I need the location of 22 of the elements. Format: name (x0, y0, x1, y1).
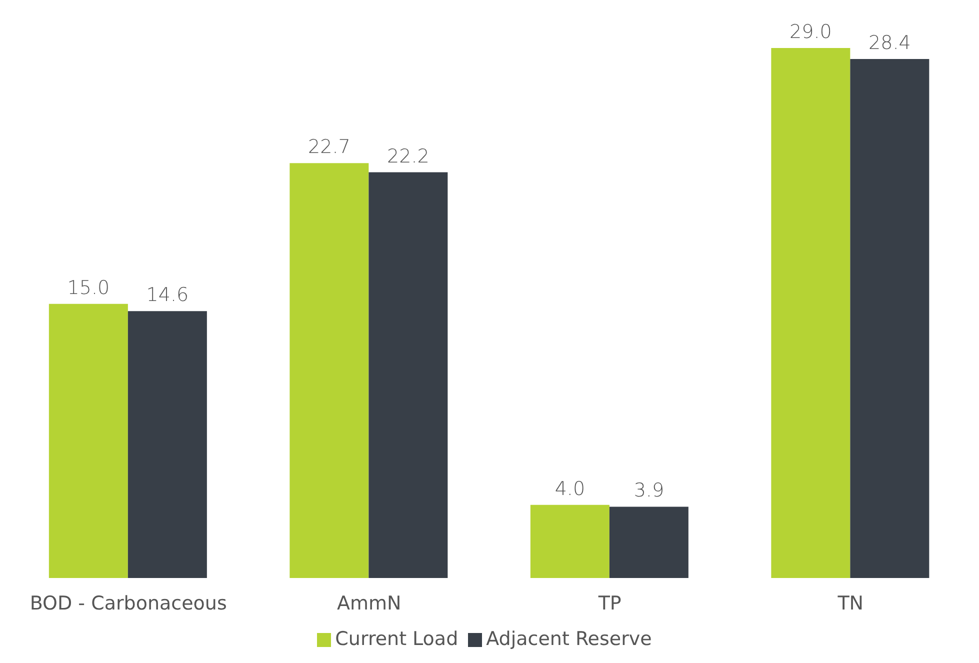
data-label: 22.2 (387, 145, 430, 168)
bar (368, 172, 448, 578)
x-tick-label: TP (597, 592, 622, 614)
bar (850, 58, 930, 578)
bar (609, 506, 688, 578)
legend-label: Current Load (335, 628, 458, 650)
bar (771, 48, 850, 578)
legend-label: Adjacent Reserve (486, 628, 652, 650)
bar (128, 311, 207, 578)
bar (290, 163, 369, 578)
bar (530, 504, 610, 578)
data-label: 22.7 (308, 136, 350, 158)
data-label: 3.9 (634, 480, 664, 502)
data-label: 29.0 (790, 21, 832, 43)
data-label: 4.0 (554, 478, 586, 500)
data-label: 28.4 (868, 32, 911, 54)
x-tick-label: BOD - Carbonaceous (30, 592, 227, 614)
x-tick-label: AmmN (337, 592, 402, 614)
data-label: 14.6 (146, 284, 189, 306)
bar (48, 304, 128, 578)
x-tick-label: TN (836, 592, 864, 614)
data-label: 15.0 (67, 276, 110, 299)
